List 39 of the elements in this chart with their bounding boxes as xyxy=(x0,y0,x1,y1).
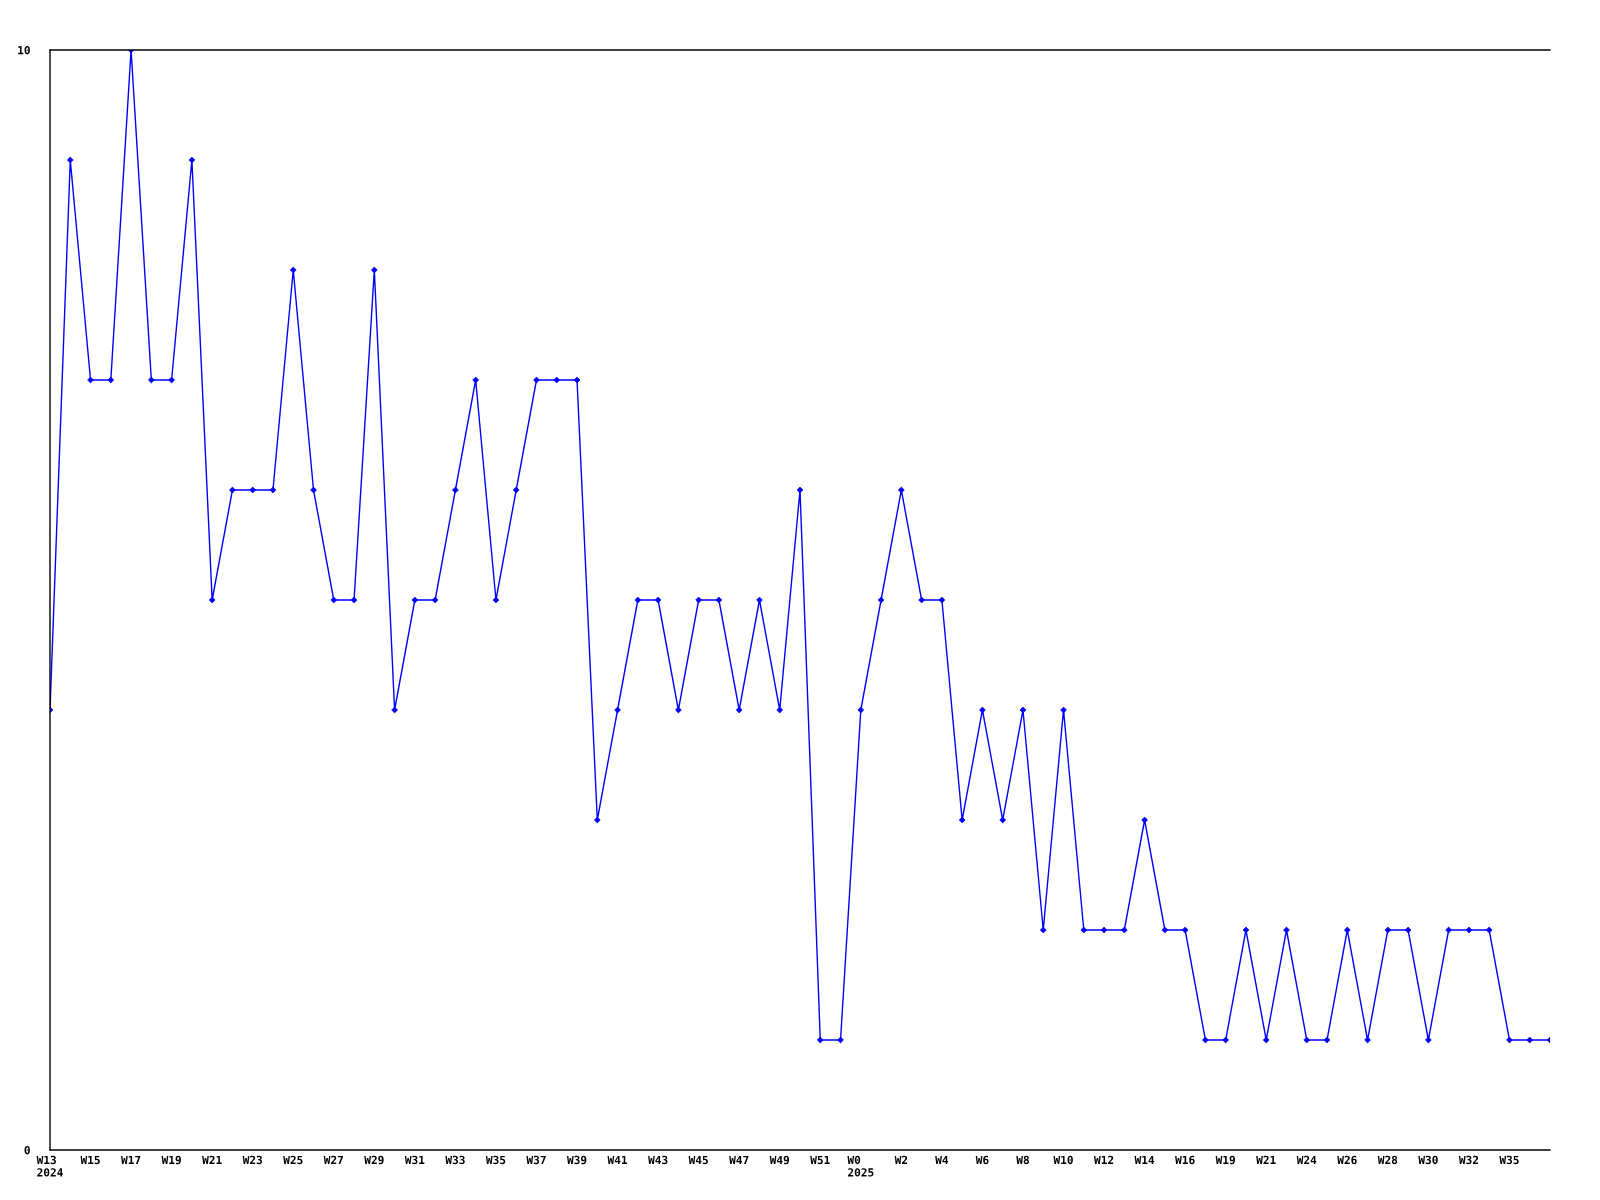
x-tick-label: W41 xyxy=(607,1155,628,1164)
x-tick-label: W26 xyxy=(1337,1155,1357,1165)
x-tick-label: W49 xyxy=(769,1155,790,1165)
y-tick-label: 0 xyxy=(24,1145,30,1155)
x-tick-label: W45 xyxy=(688,1155,708,1165)
x-tick-label: W19 xyxy=(161,1155,181,1165)
x-tick-label: W6 xyxy=(975,1155,989,1165)
x-tick-label: W33 xyxy=(445,1155,465,1165)
x-tick-label: W16 xyxy=(1175,1155,1195,1165)
x-tick-label: W32 xyxy=(1458,1155,1479,1165)
x-tick-label: W14 xyxy=(1134,1155,1155,1164)
y-tick-label: 10 xyxy=(18,45,30,55)
x-tick-label: W4 xyxy=(935,1155,949,1164)
x-tick-label: W35 xyxy=(1499,1155,1519,1165)
x-tick-label: W15 xyxy=(80,1155,100,1165)
x-tick-label: W23 xyxy=(242,1155,263,1165)
x-tick-label: W31 xyxy=(404,1155,425,1165)
x-tick-label: W19 xyxy=(1215,1155,1235,1165)
x-tick-label: W37 xyxy=(526,1155,546,1165)
x-tick-label: W39 xyxy=(566,1155,587,1165)
x-tick-label: W21 xyxy=(1256,1155,1276,1164)
x-tick-label: W2 xyxy=(894,1155,908,1164)
x-tick-label: W10 xyxy=(1053,1155,1073,1165)
x-tick-label: W12 xyxy=(1094,1155,1114,1164)
x-tick-label: W28 xyxy=(1377,1155,1398,1165)
x-tick-label: W8 xyxy=(1016,1155,1029,1165)
x-tick-label: W0 2025 xyxy=(847,1155,874,1177)
x-tick-label: W21 xyxy=(202,1155,222,1164)
x-tick-label: W13 2024 xyxy=(36,1155,63,1177)
x-tick-label: W30 xyxy=(1418,1155,1438,1165)
x-tick-label: W25 xyxy=(283,1155,303,1165)
x-tick-label: W17 xyxy=(121,1155,141,1164)
x-tick-label: W24 xyxy=(1296,1155,1317,1164)
x-tick-label: W47 xyxy=(729,1155,749,1164)
x-tick-label: W29 xyxy=(364,1155,384,1165)
x-tick-label: W35 xyxy=(485,1155,506,1165)
x-tick-label: W51 xyxy=(810,1155,830,1165)
x-tick-label: W27 xyxy=(323,1155,343,1164)
x-tick-label: W43 xyxy=(648,1155,668,1165)
